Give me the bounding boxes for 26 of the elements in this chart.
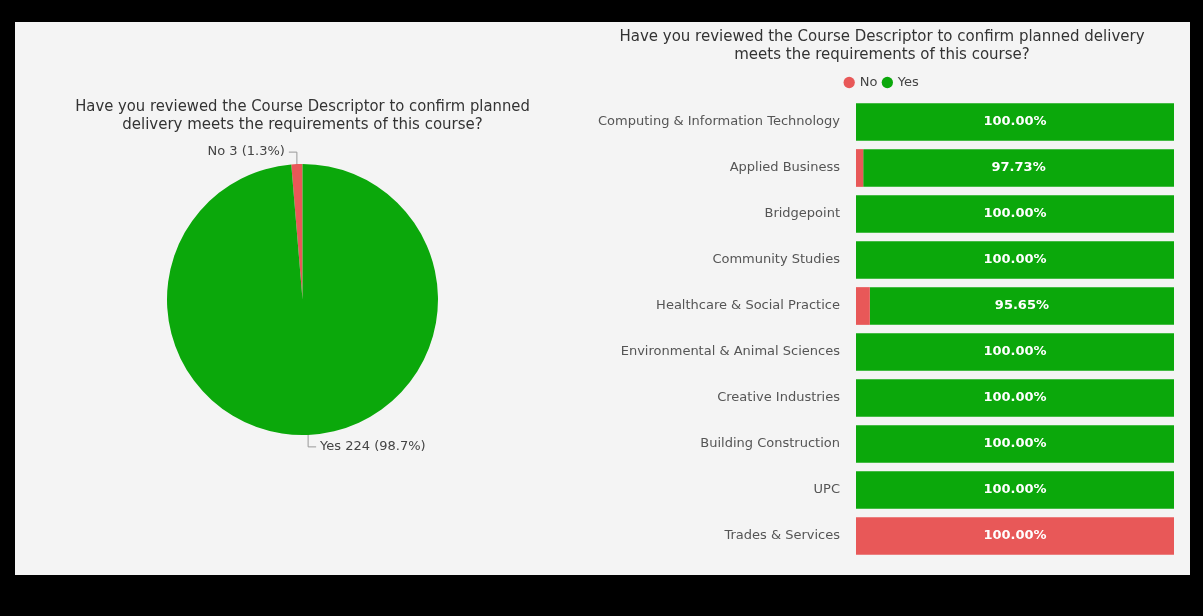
y-tick-label: Trades & Services <box>723 527 841 543</box>
data-label: 100.00% <box>983 389 1047 405</box>
legend-label: Yes <box>896 73 920 89</box>
data-label: 97.73% <box>991 159 1046 175</box>
y-tick-label: UPC <box>813 481 840 497</box>
slice-label: Yes 224 (98.7%) <box>319 438 426 454</box>
data-label: 100.00% <box>983 481 1047 497</box>
data-label: 100.00% <box>983 435 1047 451</box>
y-tick-label: Creative Industries <box>717 389 841 405</box>
y-tick-label: Computing & Information Technology <box>597 113 841 129</box>
data-label: 95.65% <box>994 297 1049 313</box>
y-tick-label: Applied Business <box>729 159 841 175</box>
y-tick-label: Environmental & Animal Sciences <box>620 343 841 359</box>
data-label: 100.00% <box>983 343 1047 359</box>
legend-label: No <box>859 73 878 89</box>
data-label: 100.00% <box>983 527 1047 543</box>
slice-label: No 3 (1.3%) <box>207 143 285 159</box>
y-tick-label: Bridgepoint <box>764 205 840 221</box>
chart-title: Have you reviewed the Course Descriptor to confirm planned delivery meets the requirements of this course? <box>75 96 530 133</box>
y-tick-label: Community Studies <box>712 251 841 267</box>
y-tick-label: Building Construction <box>700 435 840 451</box>
chart-title: Have you reviewed the Course Descriptor to confirm planned delivery meets the requirements of this course? <box>619 26 1145 63</box>
y-tick-label: Healthcare & Social Practice <box>656 297 840 313</box>
data-label: 100.00% <box>983 251 1047 267</box>
data-label: 100.00% <box>983 113 1047 129</box>
data-label: 100.00% <box>983 205 1047 221</box>
